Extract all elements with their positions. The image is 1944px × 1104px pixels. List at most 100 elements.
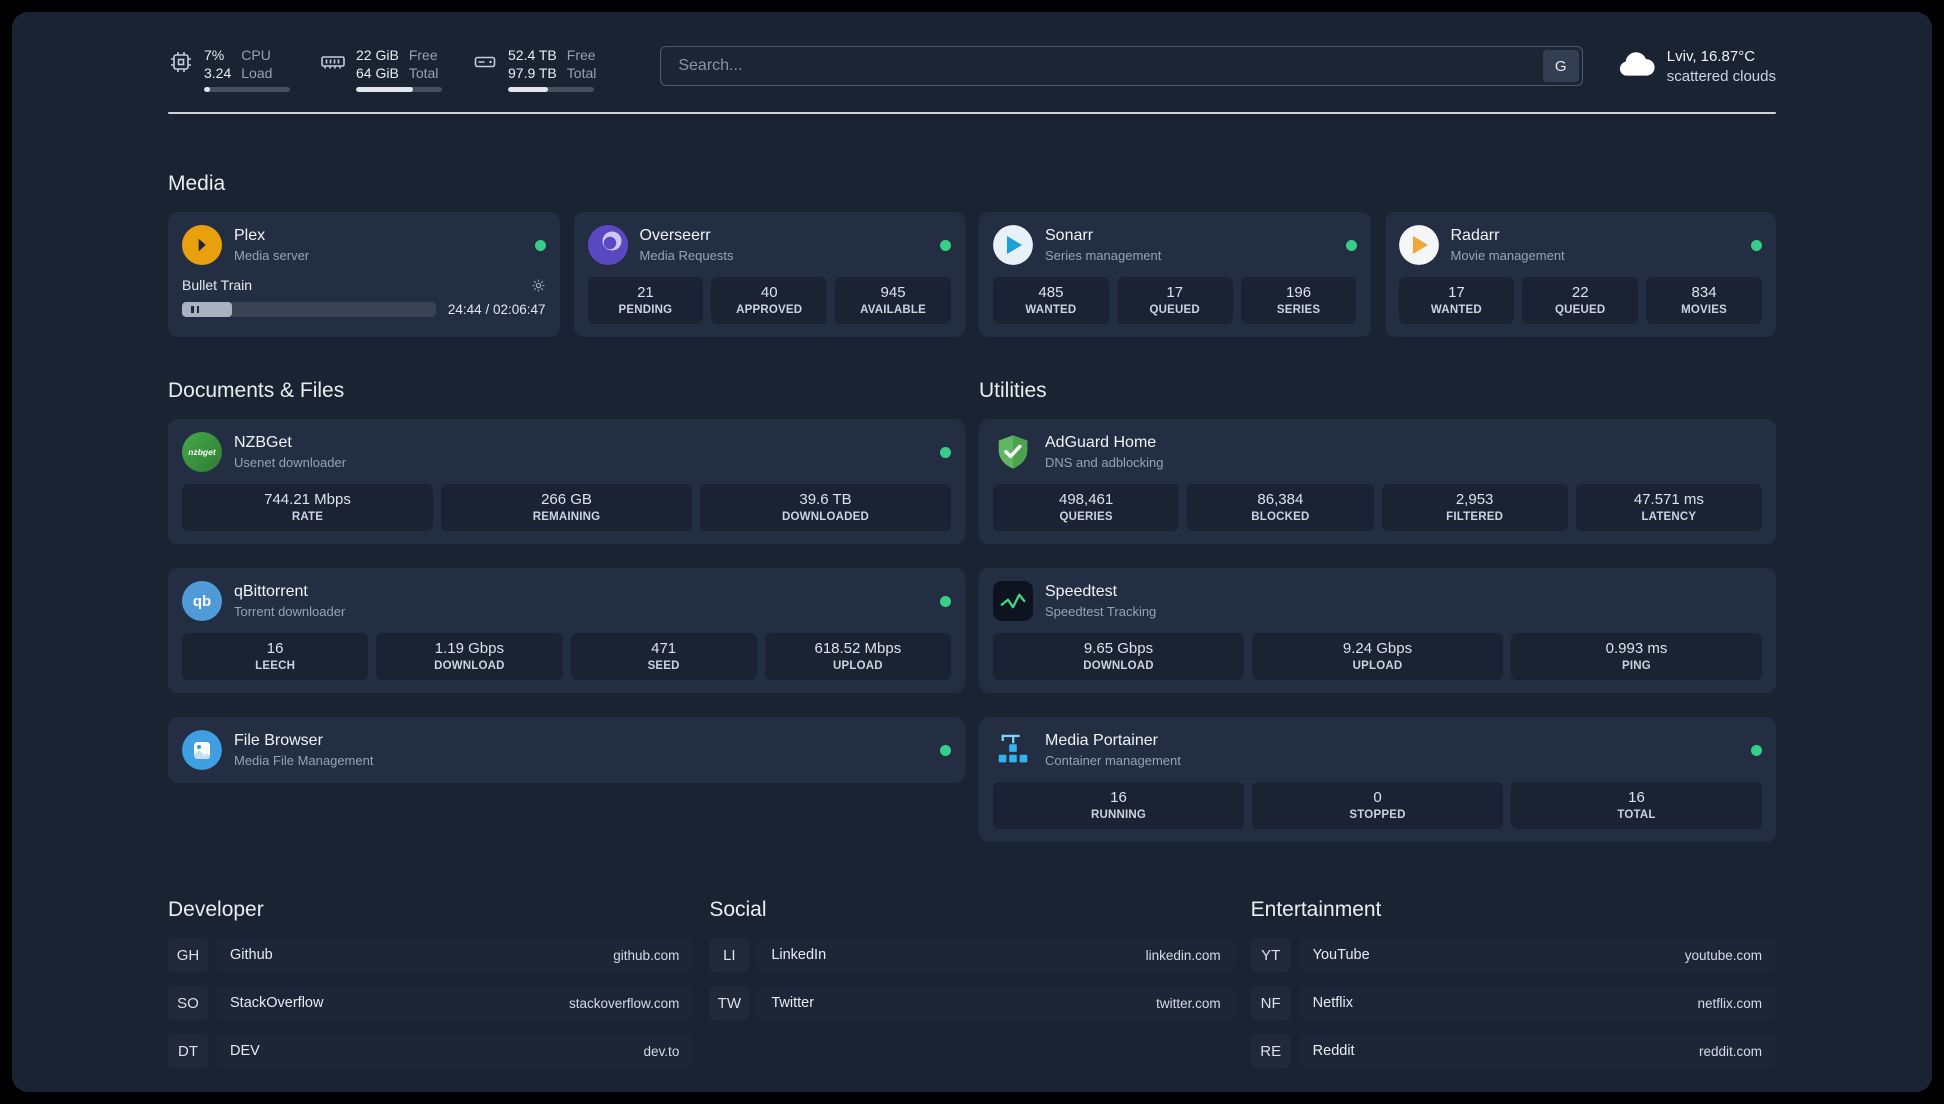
dashboard: 7% 3.24 CPU Load xyxy=(12,12,1932,1092)
service-name: File Browser xyxy=(234,732,323,750)
plex-now-playing: Bullet Train 24:44 / xyxy=(182,277,546,318)
disk-label-2: Total xyxy=(566,65,597,82)
stat-value: 39.6 TB xyxy=(799,491,852,509)
stat-value: 22 xyxy=(1571,284,1589,302)
stat-total: 16 TOTAL xyxy=(1511,782,1762,830)
nzbget-icon-text: nzbget xyxy=(188,447,216,458)
service-name: qBittorrent xyxy=(234,583,308,601)
bookmark-url: dev.to xyxy=(643,1043,680,1059)
card-speedtest[interactable]: Speedtest Speedtest Tracking 9.65 Gbps D… xyxy=(979,568,1776,694)
stat-label: STOPPED xyxy=(1349,809,1406,822)
card-radarr[interactable]: Radarr Movie management 17 WANTED 22 QUE… xyxy=(1384,212,1776,338)
section-title-entertainment: Entertainment xyxy=(1250,898,1382,922)
cpu-progress-bar xyxy=(204,87,290,93)
status-indicator xyxy=(940,239,951,251)
status-indicator xyxy=(940,595,951,607)
status-indicator xyxy=(1345,239,1357,251)
stat-queries: 498,461 QUERIES xyxy=(993,484,1180,532)
bookmark-github[interactable]: GH Github github.com xyxy=(168,938,694,973)
stat-value: 86,384 xyxy=(1257,491,1304,509)
card-portainer[interactable]: Media Portainer Container management 16 … xyxy=(979,717,1776,843)
stat-value: 196 xyxy=(1286,284,1312,302)
bookmark-linkedin[interactable]: LI LinkedIn linkedin.com xyxy=(709,938,1235,973)
bookmark-stackoverflow[interactable]: SO StackOverflow stackoverflow.com xyxy=(168,986,694,1021)
stat-value: 40 xyxy=(760,284,778,302)
card-adguard[interactable]: AdGuard Home DNS and adblocking 498,461 … xyxy=(979,419,1776,545)
service-subtitle: Usenet downloader xyxy=(234,455,347,471)
bookmark-url: stackoverflow.com xyxy=(569,995,680,1011)
cpu-label-1: CPU xyxy=(241,47,271,63)
stat-label: DOWNLOAD xyxy=(1083,660,1154,673)
service-name: AdGuard Home xyxy=(1045,434,1157,452)
bookmark-name: Netflix xyxy=(1312,995,1353,1012)
bookmark-name: Twitter xyxy=(771,995,815,1012)
stat-value: 17 xyxy=(1448,284,1465,302)
bookmark-abbr: LI xyxy=(709,938,749,972)
section-documents: Documents & Files nzbget NZBGet Usenet d… xyxy=(168,379,965,784)
stat-label: PING xyxy=(1622,660,1651,673)
card-filebrowser[interactable]: File Browser Media File Management xyxy=(168,717,965,784)
bookmark-reddit[interactable]: RE Reddit reddit.com xyxy=(1251,1034,1776,1069)
stat-value: 9.65 Gbps xyxy=(1083,640,1154,658)
bookmark-youtube[interactable]: YT YouTube youtube.com xyxy=(1251,938,1776,973)
search-input[interactable] xyxy=(664,57,1543,75)
ram-free: 22 GiB xyxy=(356,47,399,63)
stat-stopped: 0 STOPPED xyxy=(1252,782,1503,830)
radarr-icon xyxy=(1398,225,1439,266)
stat-leech: 16 LEECH xyxy=(182,633,369,681)
stat-wanted: 17 WANTED xyxy=(1398,277,1515,325)
stat-ping: 0.993 ms PING xyxy=(1511,633,1762,681)
section-title-utilities: Utilities xyxy=(979,379,1047,403)
bookmark-dev[interactable]: DT DEV dev.to xyxy=(168,1034,694,1069)
stat-label: DOWNLOADED xyxy=(782,511,869,524)
disk-label-1: Free xyxy=(566,47,596,63)
bookmark-url: github.com xyxy=(613,947,680,963)
stat-movies: 834 MOVIES xyxy=(1646,277,1762,325)
stat-blocked: 86,384 BLOCKED xyxy=(1187,484,1374,532)
stat-value: 16 xyxy=(1628,789,1645,807)
card-qbittorrent[interactable]: qb qBittorrent Torrent downloader 16 LEE… xyxy=(168,568,965,694)
bookmark-abbr: GH xyxy=(168,938,208,972)
settings-gear-icon[interactable] xyxy=(531,278,546,293)
bookmark-url: netflix.com xyxy=(1697,995,1762,1011)
cpu-label-2: Load xyxy=(241,65,273,82)
stat-download: 1.19 Gbps DOWNLOAD xyxy=(376,633,563,681)
stat-value: 0.993 ms xyxy=(1605,640,1668,658)
pause-icon[interactable] xyxy=(191,306,199,314)
overseerr-icon xyxy=(587,225,628,266)
ram-total: 64 GiB xyxy=(356,65,399,82)
stat-label: PENDING xyxy=(618,304,673,317)
qbittorrent-icon-text: qb xyxy=(192,592,212,610)
stat-running: 16 RUNNING xyxy=(993,782,1244,830)
stat-value: 9.24 Gbps xyxy=(1342,640,1413,658)
service-subtitle: Series management xyxy=(1045,248,1162,264)
search-engine-button[interactable]: G xyxy=(1542,50,1579,82)
stat-value: 945 xyxy=(880,284,906,302)
section-media: Media Plex Media server Bullet Train xyxy=(168,172,1776,338)
bookmark-abbr: RE xyxy=(1251,1034,1291,1068)
weather-widget: Lviv, 16.87°C scattered clouds xyxy=(1617,46,1776,85)
topbar-divider xyxy=(168,112,1776,115)
card-sonarr[interactable]: Sonarr Series management 485 WANTED 17 Q… xyxy=(979,212,1371,338)
stat-label: SEED xyxy=(647,660,680,673)
bookmark-name: LinkedIn xyxy=(771,947,827,964)
nzbget-icon: nzbget xyxy=(182,432,222,473)
stat-value: 47.571 ms xyxy=(1633,491,1704,509)
bookmark-name: Github xyxy=(230,947,273,964)
stat-queued: 17 QUEUED xyxy=(1116,277,1233,325)
disk-total: 97.9 TB xyxy=(508,65,557,82)
card-nzbget[interactable]: nzbget NZBGet Usenet downloader 744.21 M… xyxy=(168,419,965,545)
section-title-documents: Documents & Files xyxy=(168,379,345,403)
stat-label: MOVIES xyxy=(1681,304,1728,317)
stat-label: APPROVED xyxy=(736,304,803,317)
stat-label: FILTERED xyxy=(1446,511,1504,524)
stat-queued: 22 QUEUED xyxy=(1522,277,1639,325)
cpu-progress-fill xyxy=(204,87,211,93)
card-plex[interactable]: Plex Media server Bullet Train xyxy=(168,212,560,338)
card-overseerr[interactable]: Overseerr Media Requests 21 PENDING 40 A… xyxy=(573,212,965,338)
playback-progress-bar[interactable] xyxy=(182,302,436,318)
stat-label: LATENCY xyxy=(1641,511,1697,524)
service-subtitle: Container management xyxy=(1045,753,1181,769)
bookmark-netflix[interactable]: NF Netflix netflix.com xyxy=(1251,986,1776,1021)
bookmark-twitter[interactable]: TW Twitter twitter.com xyxy=(709,986,1235,1021)
